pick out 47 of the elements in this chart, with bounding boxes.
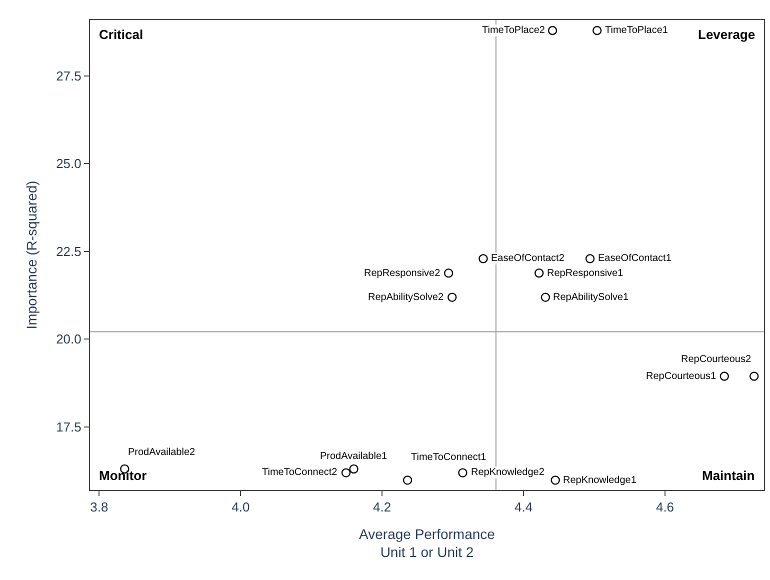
point — [592, 26, 602, 36]
y-tick-label: 22.5 — [56, 244, 82, 259]
annotation: Monitor — [99, 468, 147, 483]
point — [550, 476, 560, 485]
annotation: TimeToConnect2 — [262, 467, 338, 478]
annotation: RepKnowledge2 — [471, 467, 545, 478]
y-axis-title: Importance (R-squared) — [24, 180, 40, 330]
point — [540, 292, 550, 302]
point — [750, 372, 759, 381]
x-tick-label: 4.6 — [656, 500, 674, 515]
annotation: EaseOfContact2 — [491, 253, 565, 264]
y-tick-label: 20.0 — [56, 332, 82, 347]
annotation: RepResponsive2 — [364, 268, 441, 279]
point — [478, 254, 488, 264]
point — [402, 476, 412, 485]
annotation: Leverage — [698, 27, 756, 42]
annotation: RepResponsive1 — [547, 268, 624, 279]
x-tick-label: 4.0 — [232, 500, 250, 515]
x-tick-label: 3.8 — [90, 500, 108, 515]
point — [720, 372, 729, 381]
point — [458, 468, 468, 478]
y-tick-label: 17.5 — [56, 419, 82, 434]
annotation: RepAbilitySolve2 — [368, 292, 444, 303]
annotation: ProdAvailable2 — [128, 447, 196, 458]
x-axis-title: Average Performance Unit 1 or Unit 2 — [359, 526, 496, 560]
y-tick-label: 27.5 — [56, 68, 82, 84]
annotation: RepAbilitySolve1 — [553, 292, 630, 303]
point — [448, 292, 457, 302]
annotation: Maintain — [702, 468, 755, 483]
y-tick-label: 25.0 — [56, 156, 82, 172]
annotation: Critical — [99, 27, 144, 42]
point — [548, 26, 558, 36]
annotation: RepCourteous1 — [646, 371, 716, 382]
annotation: ProdAvailable1 — [320, 451, 388, 462]
x-tick-label: 4.2 — [373, 500, 392, 515]
point — [585, 254, 595, 264]
annotation: RepCourteous2 — [681, 354, 752, 365]
annotation: TimeToConnect1 — [411, 452, 487, 463]
point — [341, 468, 351, 478]
annotation: TimeToPlace1 — [605, 25, 668, 36]
x-tick-label: 4.4 — [514, 500, 533, 515]
point — [534, 268, 544, 278]
point — [444, 268, 454, 278]
annotation: EaseOfContact1 — [598, 253, 672, 264]
point — [349, 464, 358, 474]
annotation: TimeToPlace2 — [482, 25, 546, 36]
annotation: RepKnowledge1 — [563, 475, 637, 486]
